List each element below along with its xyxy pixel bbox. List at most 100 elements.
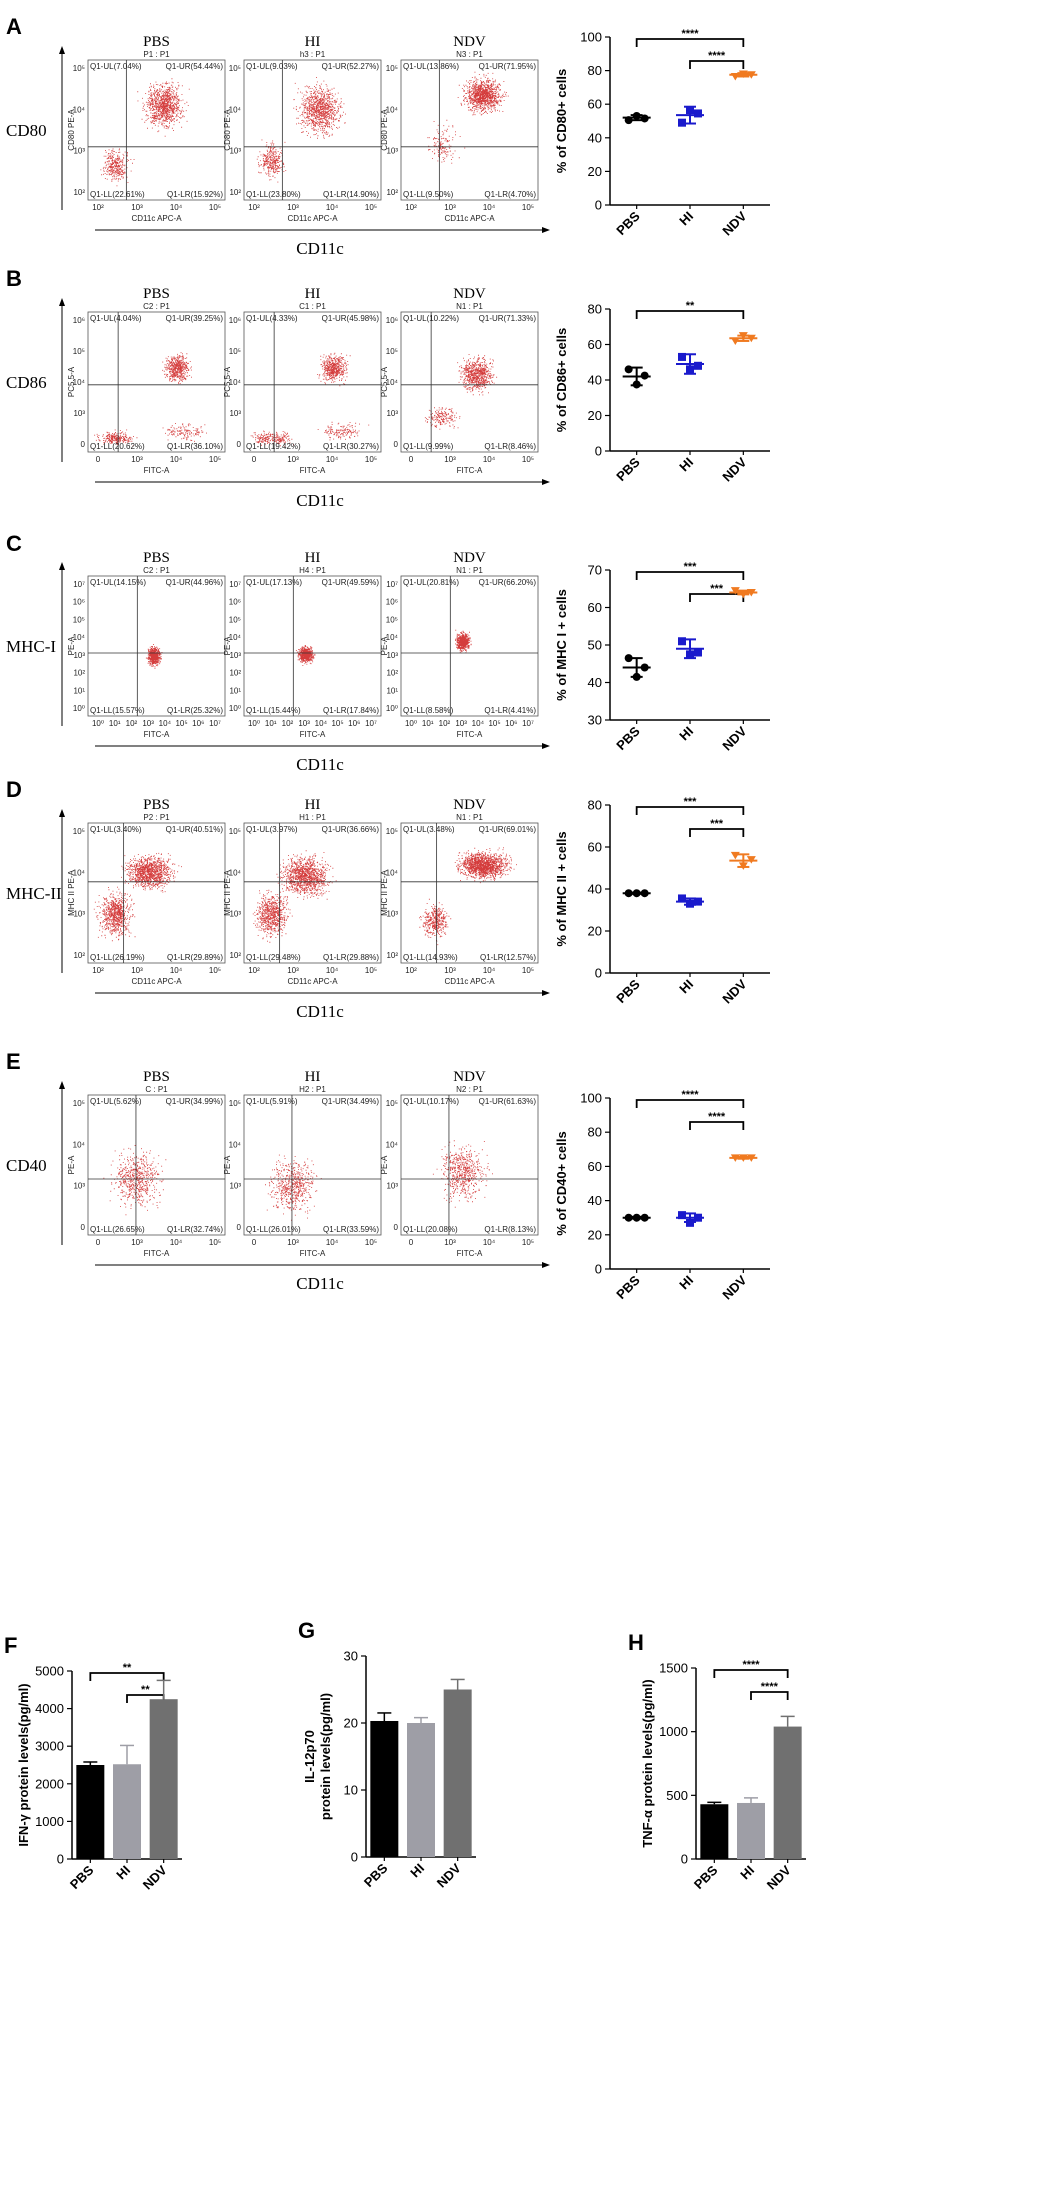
significance-label: ** (123, 1662, 132, 1674)
x-tick-label: 10⁷ (209, 719, 221, 728)
x-tick-label: 10⁴ (170, 203, 183, 212)
quadrant-ll-label: Q1-LL(9.99%) (403, 442, 454, 451)
quadrant-ul-label: Q1-UL(14.15%) (90, 578, 146, 587)
y-tick-label: 10⁵ (73, 827, 85, 836)
significance-label: **** (681, 1089, 699, 1101)
y-tick-label: 10⁶ (229, 316, 241, 325)
quadrant-ul-label: Q1-UL(13.86%) (403, 62, 459, 71)
data-point (632, 111, 641, 120)
quadrant-lr-label: Q1-LR(30.27%) (323, 442, 379, 451)
y-channel-label: CD80 PE-A (67, 109, 76, 151)
y-axis-title: IL-12p70 (302, 1730, 317, 1783)
y-tick-label: 10³ (386, 910, 398, 919)
quadrant-ul-label: Q1-UL(5.91%) (246, 1097, 298, 1106)
y-tick-label: 80 (588, 798, 602, 813)
x-tick-label: 10² (439, 719, 451, 728)
y-tick-label: 20 (588, 924, 602, 939)
significance-bracket (635, 1099, 745, 1108)
y-tick-label: 10⁵ (73, 615, 85, 624)
event-dots (432, 1140, 493, 1208)
x-tick-label: 0 (252, 1238, 257, 1247)
y-tick-label: 10⁴ (229, 105, 242, 114)
data-point (640, 371, 649, 380)
chart-C: 30 40 50 60 70 PBS HI NDV % of MHC I + cells *** *… (554, 561, 770, 754)
y-tick-label: 60 (588, 337, 602, 352)
y-channel-label: MHC II PE-A (67, 869, 76, 915)
x-tick-label: 10³ (287, 966, 299, 975)
x-tick-label: 10³ (131, 455, 143, 464)
x-arrow-head (542, 227, 550, 233)
y-channel-label: MHC II PE-A (380, 869, 389, 915)
chart-B: 0 20 40 60 80 PBS HI NDV % of CD86+ cells ** (554, 300, 770, 485)
group-title: HI (305, 34, 321, 50)
y-tick-label: 2000 (35, 1776, 64, 1791)
y-axis-title: % of MHC II + cells (554, 831, 569, 946)
data-point (632, 672, 641, 681)
bar (149, 1699, 178, 1859)
significance-label: ** (686, 300, 695, 312)
data-point (624, 654, 633, 663)
plot-frame (243, 59, 382, 201)
x-tick-label: 10⁷ (365, 719, 377, 728)
significance-bracket (689, 60, 745, 69)
data-point (730, 72, 740, 81)
plot-frame (87, 1094, 226, 1236)
y-tick-label: 10⁵ (229, 615, 241, 624)
group-title: NDV (453, 550, 486, 566)
plot-subtitle: N1 : P1 (456, 302, 483, 311)
x-tick-label: 10⁴ (315, 719, 328, 728)
significance-bracket (635, 571, 745, 580)
chart-H: H 0 500 1000 1500 PBS HI NDV TNF-α protein level… (628, 1630, 806, 1893)
y-tick-label: 10⁵ (386, 347, 398, 356)
data-point (746, 589, 756, 597)
chart-E: 0 20 40 60 80 100 PBS HI NDV % of CD40+ cells ****… (554, 1089, 770, 1303)
y-tick-label: 20 (588, 408, 602, 423)
x-tick-label: 10² (92, 203, 104, 212)
group-title: PBS (143, 34, 170, 50)
y-tick-label: 60 (588, 97, 602, 112)
category-label: HI (676, 1273, 696, 1293)
x-channel-label: FITC-A (300, 466, 326, 475)
quadrant-ur-label: Q1-UR(34.99%) (166, 1097, 224, 1106)
data-point (738, 1154, 748, 1162)
x-channel-label: FITC-A (457, 730, 483, 739)
event-dots (93, 852, 182, 942)
significance-label: **** (708, 1111, 726, 1123)
x-channel-label: FITC-A (144, 466, 170, 475)
y-tick-label: 1000 (35, 1814, 64, 1829)
significance-label: **** (761, 1681, 779, 1693)
y-tick-label: 10² (229, 951, 241, 960)
y-tick-label: 10¹ (73, 686, 85, 695)
significance-bracket (713, 1669, 789, 1678)
y-tick-label: 0 (351, 1850, 358, 1865)
category-label: HI (676, 455, 696, 475)
category-label: PBS (613, 208, 643, 238)
chart-F: F 0 1000 2000 3000 4000 5000 PBS HI NDV IFN-γ prot… (4, 1633, 182, 1893)
quadrant-ll-label: Q1-LL(8.58%) (403, 706, 454, 715)
y-tick-label: 10² (229, 188, 241, 197)
x-tick-label: 10⁵ (209, 203, 221, 212)
bar (407, 1723, 435, 1857)
quadrant-ll-label: Q1-LL(26.01%) (246, 1225, 301, 1234)
y-channel-label: MHC II PE-A (223, 869, 232, 915)
x-tick-label: 10⁶ (505, 719, 517, 728)
y-axis-title: TNF-α protein levels(pg/ml) (640, 1679, 655, 1847)
x-tick-label: 10² (126, 719, 138, 728)
quadrant-ul-label: Q1-UL(20.81%) (403, 578, 459, 587)
bar (76, 1765, 105, 1859)
group-title: HI (305, 1069, 321, 1085)
x-tick-label: 10⁵ (522, 1238, 534, 1247)
cd11c-axis-label: CD11c (296, 1002, 344, 1021)
cd11c-axis-label: CD11c (296, 1274, 344, 1293)
panel-letter: A (6, 14, 22, 39)
quadrant-ll-label: Q1-LL(29.48%) (246, 953, 301, 962)
bar (370, 1720, 399, 1857)
x-tick-label: 10⁵ (209, 455, 221, 464)
significance-bracket (635, 38, 745, 47)
